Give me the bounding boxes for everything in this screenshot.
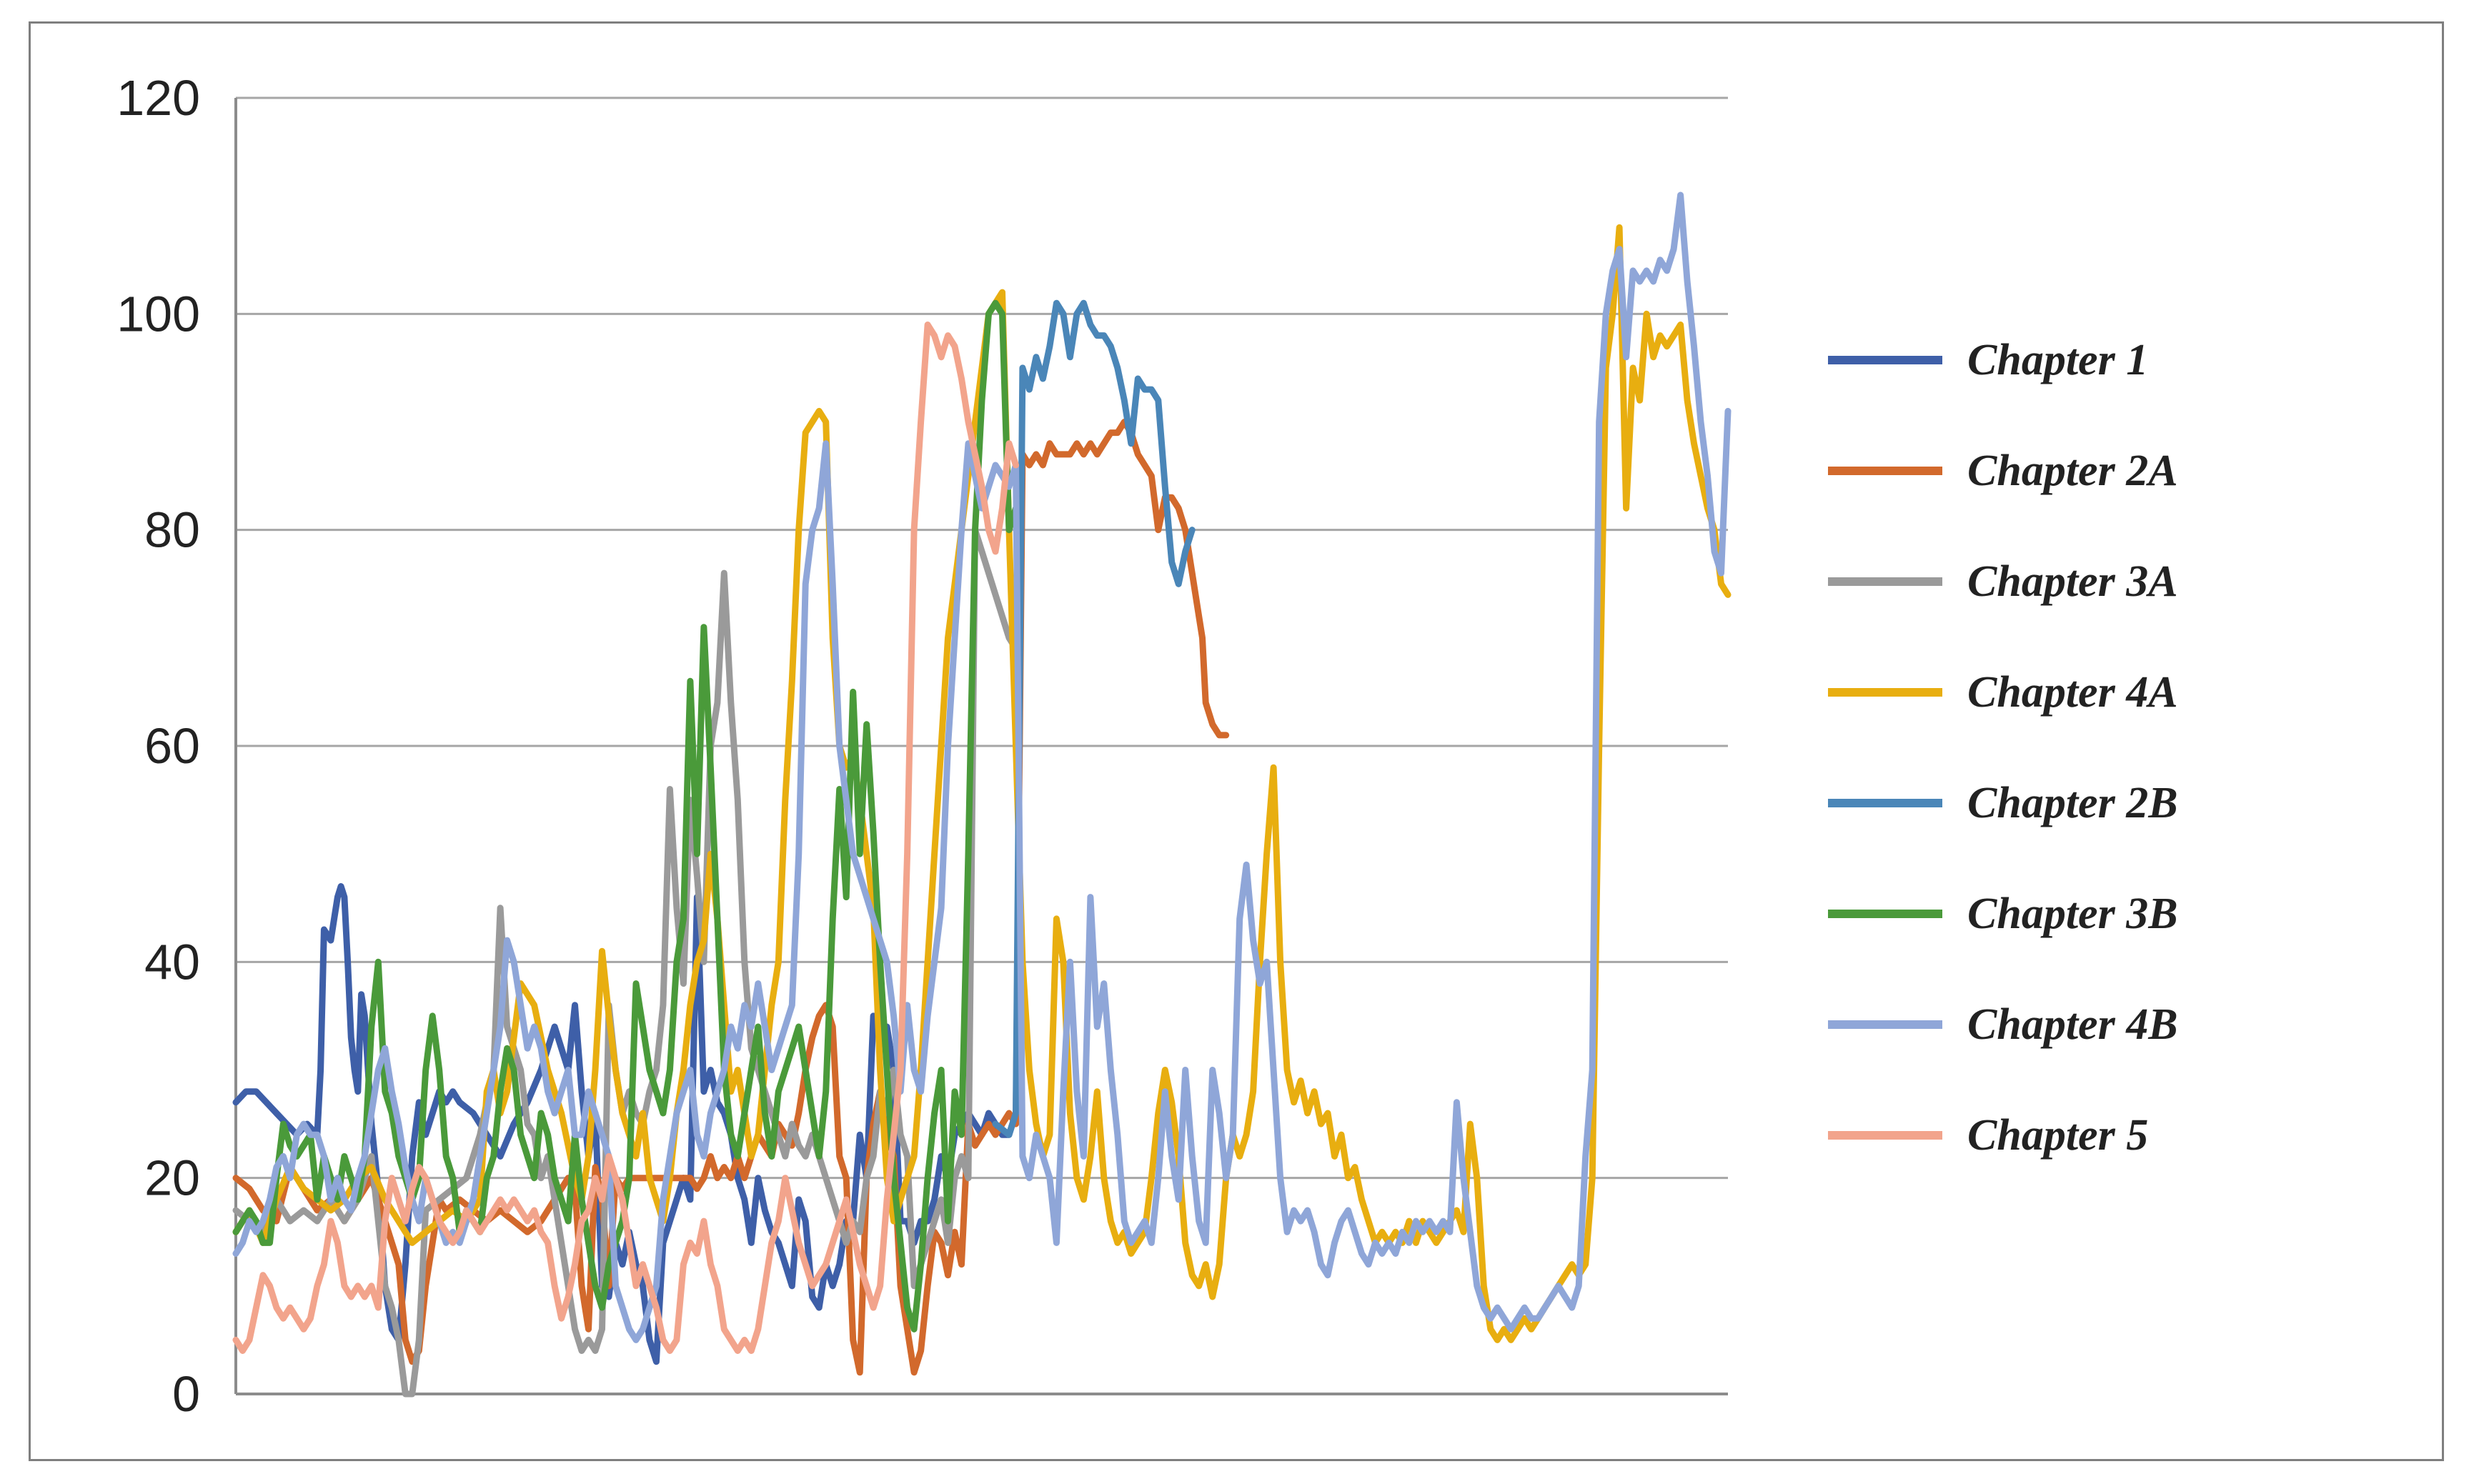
y-tick-label: 0 [172, 1366, 200, 1422]
legend-label: Chapter 2A [1967, 447, 2178, 495]
legend-item: Chapter 3A [1828, 557, 2178, 606]
legend-label: Chapter 2B [1967, 779, 2178, 827]
y-tick-label: 40 [144, 934, 200, 990]
legend-label: Chapter 4B [1967, 1000, 2178, 1049]
chart-frame: 0 20 40 60 80 100 120 Chapter 1 Chapter 2A Chapt… [29, 21, 2444, 1461]
legend-item: Chapter 4A [1828, 668, 2178, 717]
legend-item: Chapter 2A [1828, 447, 2178, 495]
y-axis-ticks: 0 20 40 60 80 100 120 [116, 70, 200, 1422]
y-tick-label: 80 [144, 502, 200, 558]
legend-label: Chapter 3B [1967, 890, 2178, 938]
legend-item: Chapter 1 [1828, 336, 2148, 384]
legend-item: Chapter 2B [1828, 779, 2178, 827]
legend-item: Chapter 5 [1828, 1111, 2148, 1160]
legend-label: Chapter 3A [1967, 557, 2178, 606]
legend-label: Chapter 1 [1967, 336, 2148, 384]
y-tick-label: 60 [144, 718, 200, 774]
legend-item: Chapter 4B [1828, 1000, 2178, 1049]
legend: Chapter 1 Chapter 2A Chapter 3A Chapter 4A C… [1828, 336, 2178, 1160]
y-tick-label: 120 [116, 70, 200, 126]
series-lines [236, 195, 1728, 1394]
y-tick-label: 20 [144, 1150, 200, 1206]
legend-label: Chapter 4A [1967, 668, 2178, 717]
y-tick-label: 100 [116, 286, 200, 342]
legend-label: Chapter 5 [1967, 1111, 2148, 1160]
legend-item: Chapter 3B [1828, 890, 2178, 938]
